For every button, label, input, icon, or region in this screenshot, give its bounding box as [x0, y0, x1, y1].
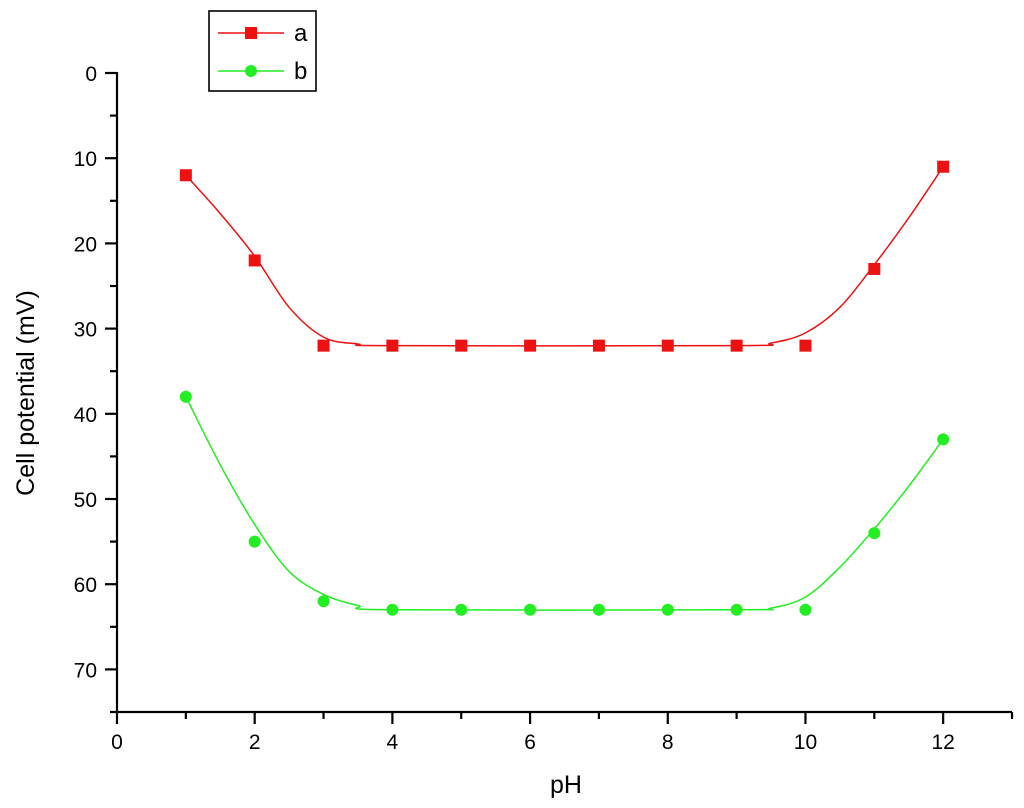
series-a-line — [185, 166, 944, 347]
y-tick-label: 60 — [74, 574, 97, 597]
series-a-point — [524, 339, 537, 352]
y-tick-label: 30 — [74, 319, 97, 342]
x-tick-label: 2 — [249, 731, 261, 754]
legend-item-a: a — [218, 20, 308, 47]
series-b-point — [799, 603, 812, 616]
y-tick-label: 70 — [74, 659, 97, 682]
series-a — [179, 160, 950, 352]
series-layer — [179, 160, 950, 616]
legend-item-b: b — [218, 58, 307, 85]
series-b-point — [937, 433, 950, 446]
series-b-point — [524, 603, 537, 616]
series-a-point — [248, 254, 261, 267]
x-tick-label: 8 — [662, 731, 674, 754]
series-a-point — [455, 339, 468, 352]
series-b-point — [661, 603, 674, 616]
axes: 0 2 4 6 8 10 12 0 10 20 30 40 50 60 70 — [74, 63, 1014, 754]
series-b-point — [455, 603, 468, 616]
y-axis-title: Cell potential (mV) — [12, 290, 40, 496]
series-b-point — [730, 603, 743, 616]
legend: ab — [208, 10, 317, 92]
y-tick-label: 10 — [74, 148, 97, 171]
series-a-point — [386, 339, 399, 352]
legend-box — [208, 10, 317, 92]
series-b-point — [592, 603, 605, 616]
legend-label-a: a — [294, 20, 308, 47]
y-tick-label: 0 — [85, 63, 97, 86]
series-a-point — [730, 339, 743, 352]
series-b-point — [179, 390, 192, 403]
series-a-point — [868, 262, 881, 275]
series-a-point — [179, 169, 192, 182]
x-tick-label: 10 — [794, 731, 817, 754]
legend-marker-a — [245, 27, 257, 39]
series-b-line — [185, 396, 944, 611]
series-a-point — [799, 339, 812, 352]
x-tick-label: 6 — [524, 731, 536, 754]
series-a-point — [661, 339, 674, 352]
x-tick-label: 0 — [111, 731, 123, 754]
legend-label-b: b — [294, 58, 307, 85]
series-b-point — [386, 603, 399, 616]
x-tick-label: 4 — [387, 731, 399, 754]
series-b — [179, 390, 950, 616]
series-b-point — [248, 535, 261, 548]
series-a-point — [937, 160, 950, 173]
x-tick-label: 12 — [931, 731, 954, 754]
y-tick-label: 50 — [74, 489, 97, 512]
series-a-point — [592, 339, 605, 352]
series-b-point — [868, 527, 881, 540]
x-axis-title: pH — [550, 771, 582, 799]
legend-marker-b — [245, 65, 257, 77]
series-b-point — [317, 595, 330, 608]
series-a-point — [317, 339, 330, 352]
y-tick-label: 20 — [74, 233, 97, 256]
y-tick-label: 40 — [74, 404, 97, 427]
